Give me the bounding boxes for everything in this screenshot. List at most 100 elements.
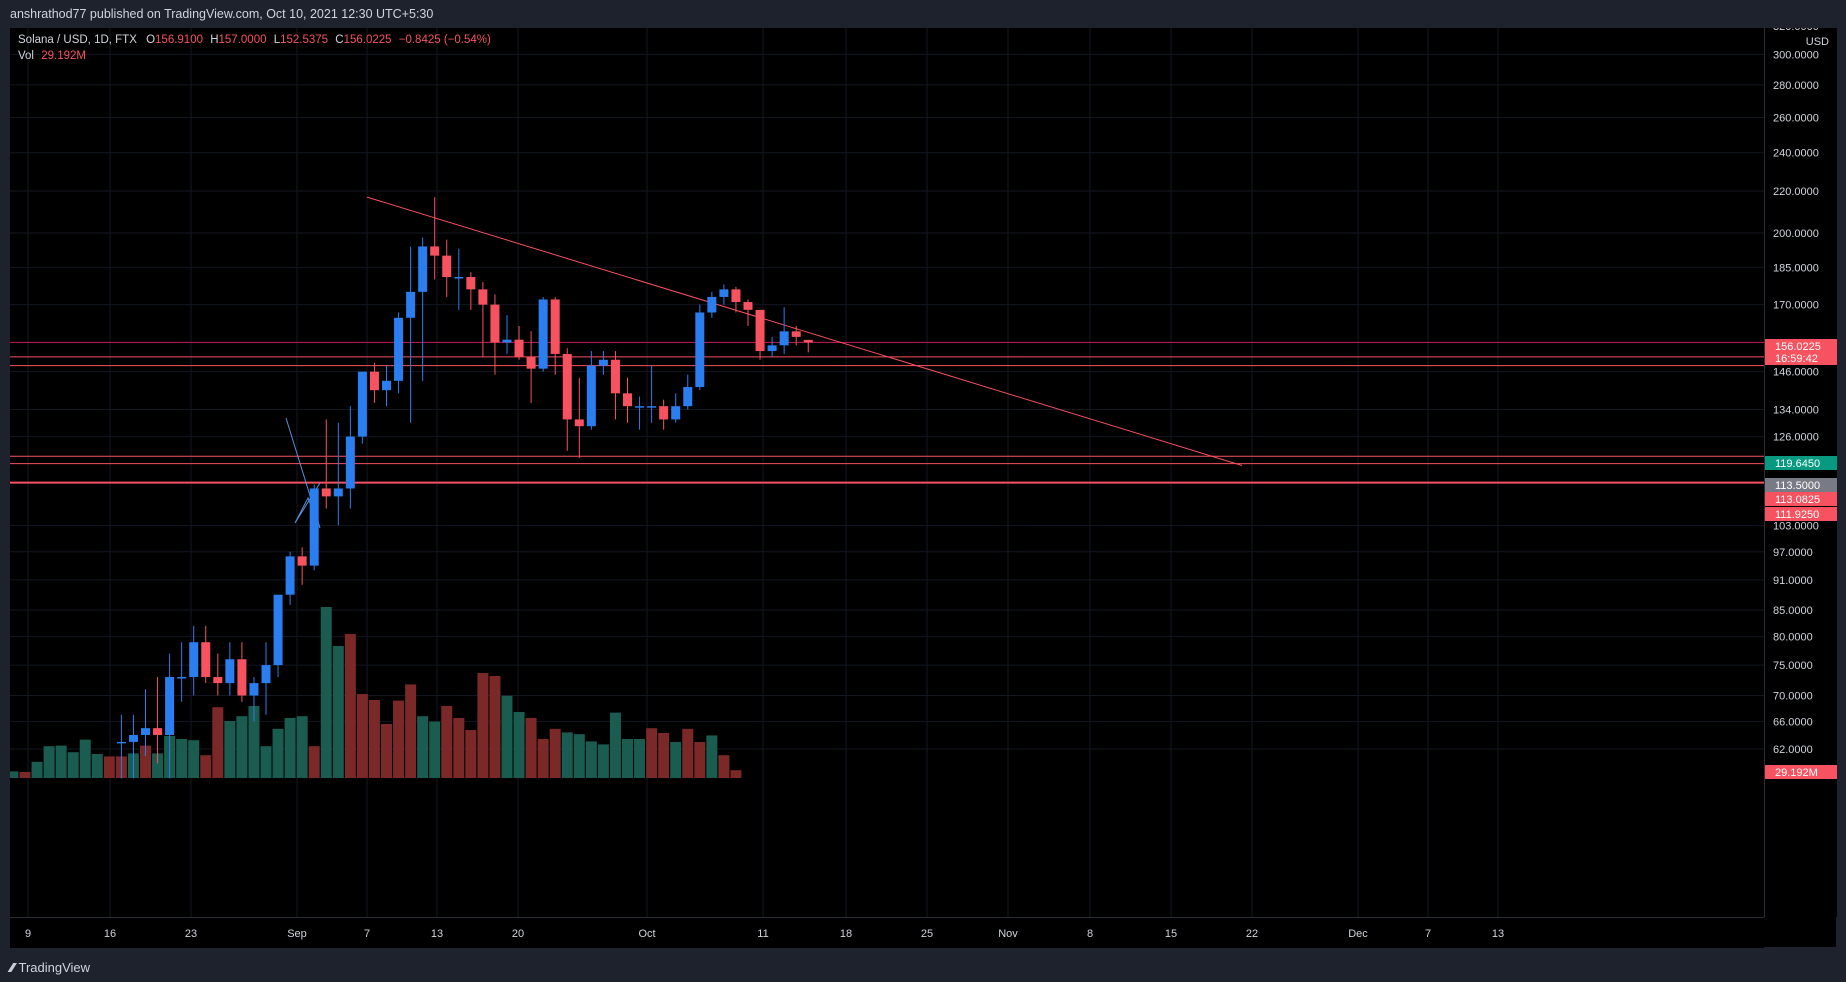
candle-body bbox=[562, 353, 572, 420]
time-axis[interactable]: 9 16 23 Sep 7 13 20 Oct 11 18 25 Nov 8 15 22 Dec 7 13 bbox=[10, 917, 1764, 948]
candle-body bbox=[719, 289, 729, 297]
candle-body bbox=[321, 488, 331, 497]
candle-body bbox=[586, 365, 596, 427]
price-tick-label: 185.0000 bbox=[1773, 262, 1819, 274]
volume-bar bbox=[140, 745, 151, 778]
candle-body bbox=[779, 331, 789, 346]
candle-body bbox=[345, 436, 355, 489]
candle-body bbox=[695, 312, 705, 388]
tradingview-brand: TradingView bbox=[18, 960, 91, 975]
candle-body bbox=[406, 291, 416, 318]
price-axis-svg[interactable]: 62.0000 66.0000 70.0000 75.0000 80.0000 85.00… bbox=[1765, 28, 1837, 917]
chart-legend: Solana / USD, 1D, FTX O156.9100 H157.000… bbox=[18, 34, 491, 66]
volume-bar bbox=[224, 721, 236, 778]
time-tick-label: 18 bbox=[840, 928, 852, 940]
volume-bar bbox=[308, 746, 320, 778]
volume-label[interactable]: Vol bbox=[18, 50, 34, 62]
price-tick-label: 62.0000 bbox=[1773, 744, 1813, 756]
time-tick-label: 9 bbox=[25, 928, 31, 940]
open-value: 156.9100 bbox=[155, 34, 203, 46]
chart-area[interactable]: Solana / USD, 1D, FTX O156.9100 H157.000… bbox=[10, 28, 1764, 917]
time-tick-label: 13 bbox=[431, 928, 443, 940]
volume-bar bbox=[537, 739, 549, 778]
axis-corner bbox=[1764, 917, 1836, 947]
candle-body bbox=[514, 339, 524, 357]
volume-bar bbox=[152, 753, 164, 778]
candle-body bbox=[659, 406, 669, 420]
currency-unit: USD bbox=[1805, 36, 1829, 48]
trend-line bbox=[366, 196, 1243, 466]
volume-bar bbox=[417, 716, 429, 778]
price-tick-label: 300.0000 bbox=[1773, 49, 1819, 61]
time-tick-label: 15 bbox=[1165, 928, 1177, 940]
price-tick-label: 280.0000 bbox=[1773, 80, 1819, 92]
price-tick-label: 91.0000 bbox=[1773, 575, 1813, 587]
volume-bar bbox=[91, 754, 103, 778]
price-chart[interactable] bbox=[10, 28, 1764, 917]
candle-body bbox=[490, 304, 500, 343]
price-tick-label: 240.0000 bbox=[1773, 148, 1819, 160]
time-tick-label: 7 bbox=[364, 928, 370, 940]
volume-bar bbox=[585, 741, 597, 778]
low-label: L bbox=[273, 34, 281, 46]
price-tag-label: 16:59:42 bbox=[1775, 353, 1818, 365]
candle-body bbox=[237, 659, 247, 696]
price-tag-label: 111.9250 bbox=[1775, 509, 1819, 521]
price-tick-label: 146.0000 bbox=[1773, 367, 1819, 379]
candle-body bbox=[357, 371, 367, 437]
volume-bar bbox=[694, 742, 706, 778]
publisher-info: anshrathod77 published on TradingView.co… bbox=[10, 7, 434, 21]
price-tick-label: 170.0000 bbox=[1773, 300, 1819, 312]
tradingview-logo[interactable]: ⁄⁄⁄ TradingView bbox=[10, 960, 90, 975]
time-tick-label: 11 bbox=[757, 928, 768, 940]
candle-body bbox=[249, 683, 259, 696]
time-tick-label: 7 bbox=[1425, 928, 1431, 940]
price-tag-label: 156.0225 bbox=[1775, 341, 1821, 353]
price-tag bbox=[1765, 765, 1837, 779]
volume-bar bbox=[477, 673, 489, 778]
candle-body bbox=[201, 642, 211, 678]
top-bar: anshrathod77 published on TradingView.co… bbox=[0, 0, 1846, 28]
volume-bar bbox=[10, 771, 19, 778]
volume-bar bbox=[441, 706, 453, 778]
time-tick-label: 8 bbox=[1087, 928, 1093, 940]
time-axis-svg[interactable]: 9 16 23 Sep 7 13 20 Oct 11 18 25 Nov 8 15 22 Dec 7 13 bbox=[10, 918, 1764, 948]
candle-body bbox=[189, 642, 199, 678]
volume-bar bbox=[658, 733, 670, 778]
volume-bar bbox=[248, 706, 260, 778]
price-tick-label: 80.0000 bbox=[1773, 632, 1813, 644]
volume-bar bbox=[597, 744, 609, 778]
price-tick-label: 260.0000 bbox=[1773, 112, 1819, 124]
time-tick-label: 23 bbox=[185, 928, 197, 940]
time-tick-label: Nov bbox=[998, 928, 1018, 940]
candle-body bbox=[791, 331, 801, 337]
change-value: −0.8425 (−0.54%) bbox=[398, 34, 491, 46]
volume-bar bbox=[453, 718, 465, 778]
candle-body bbox=[610, 359, 620, 394]
price-tick-label: 66.0000 bbox=[1773, 716, 1813, 728]
price-tick-label: 220.0000 bbox=[1773, 186, 1819, 198]
volume-bar bbox=[381, 724, 392, 778]
time-tick-label: 22 bbox=[1246, 928, 1258, 940]
price-axis[interactable]: 62.0000 66.0000 70.0000 75.0000 80.0000 85.00… bbox=[1764, 28, 1837, 917]
volume-bar bbox=[79, 739, 91, 778]
volume-bar bbox=[236, 716, 248, 778]
volume-bar bbox=[55, 745, 67, 778]
price-tag bbox=[1765, 492, 1837, 506]
time-tick-label: Dec bbox=[1348, 928, 1368, 940]
candle-body bbox=[165, 677, 175, 735]
volume-bar bbox=[405, 684, 417, 778]
candle-body bbox=[442, 255, 452, 278]
symbol-name[interactable]: Solana / USD, 1D, FTX bbox=[18, 34, 137, 46]
candle-body bbox=[394, 317, 404, 381]
volume-bar bbox=[260, 746, 272, 778]
candle-body bbox=[502, 339, 512, 343]
price-tag bbox=[1765, 339, 1837, 353]
candle-body bbox=[177, 677, 187, 679]
volume-value: 29.192M bbox=[41, 50, 86, 62]
time-tick-label: 13 bbox=[1492, 928, 1504, 940]
candle-body bbox=[285, 556, 295, 595]
volume-bar bbox=[19, 772, 31, 778]
price-tick-label: 134.0000 bbox=[1773, 404, 1819, 416]
volume-bar bbox=[706, 735, 718, 778]
